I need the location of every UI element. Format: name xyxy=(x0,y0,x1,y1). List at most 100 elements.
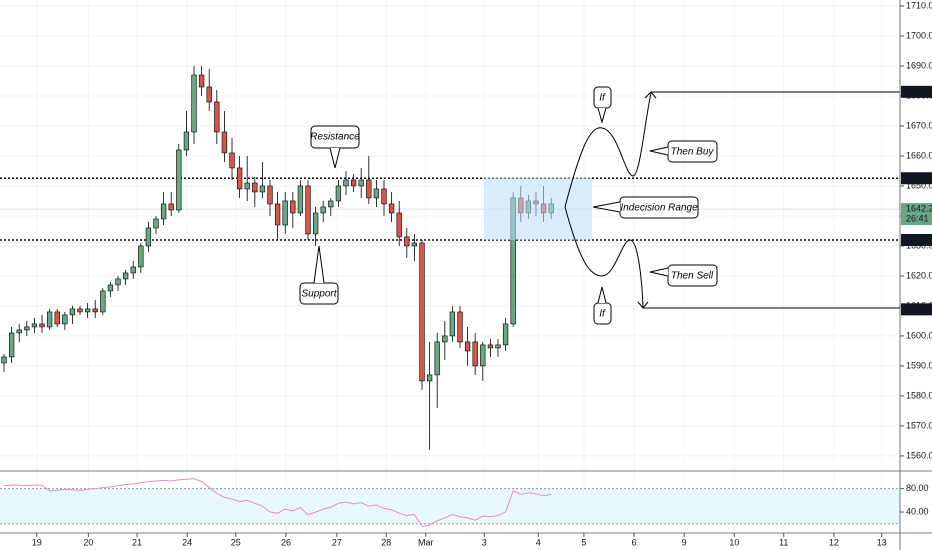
candle-body xyxy=(69,308,76,316)
candle-body xyxy=(236,167,243,190)
x-tick-label: 3 xyxy=(482,537,487,547)
candle-body xyxy=(160,203,167,220)
last-price-label: 1642.29 xyxy=(906,203,932,213)
y-tick-label: 1600.00 xyxy=(906,330,932,340)
candle-body xyxy=(381,188,387,205)
x-tick-label: 27 xyxy=(332,537,342,547)
candle-body xyxy=(24,326,30,331)
candle-body xyxy=(168,203,174,211)
indecision-range-box xyxy=(484,177,592,240)
candle-body xyxy=(107,284,114,292)
candle-body xyxy=(404,236,410,247)
x-tick-label: Mar xyxy=(418,537,434,547)
annotation: Resistance xyxy=(310,132,360,143)
candle-body xyxy=(396,212,402,238)
candle-body xyxy=(153,218,159,229)
candle-body xyxy=(115,278,121,286)
y-tick-label: 1650.00 xyxy=(906,180,932,190)
candle-body xyxy=(457,311,463,343)
candle-body xyxy=(343,179,349,187)
rsi-tick-label: 80.00 xyxy=(906,483,929,493)
annotation: Indecision Range xyxy=(620,203,698,214)
y-tick-label: 1710.00 xyxy=(906,0,932,10)
candle-body xyxy=(274,203,281,226)
candle-body xyxy=(84,308,91,313)
candle-body xyxy=(290,200,296,214)
candle-body xyxy=(1,356,7,364)
candle-body xyxy=(39,323,45,328)
candle-body xyxy=(419,242,425,382)
x-tick-label: 25 xyxy=(231,537,241,547)
candle-body xyxy=(138,245,144,268)
candle-body xyxy=(495,344,501,349)
candle-body xyxy=(267,185,273,205)
candle-body xyxy=(411,242,418,247)
x-tick-label: 28 xyxy=(381,537,391,547)
countdown-label: 26:41 xyxy=(906,213,929,223)
level-label: 1608.86 xyxy=(906,304,932,314)
candle-body xyxy=(8,332,15,358)
x-tick-label: 4 xyxy=(536,537,541,547)
rsi-tick-label: 40.00 xyxy=(906,506,929,516)
candle-body xyxy=(252,182,258,193)
candle-body xyxy=(145,227,152,247)
candle-body xyxy=(46,311,53,328)
candle-body xyxy=(426,374,433,382)
candle-body xyxy=(328,200,334,208)
x-tick-label: 11 xyxy=(779,537,788,547)
candle-body xyxy=(77,308,83,313)
candle-body xyxy=(312,212,319,235)
candle-body xyxy=(122,272,129,280)
x-tick-label: 12 xyxy=(829,537,839,547)
candle-body xyxy=(366,179,372,199)
annotation: Then Buy xyxy=(671,147,715,158)
candle-body xyxy=(464,341,471,352)
x-tick-label: 20 xyxy=(83,537,93,547)
y-tick-label: 1670.00 xyxy=(906,120,932,130)
buy-path xyxy=(564,92,652,208)
level-label: 1652.57 xyxy=(906,173,932,183)
candle-body xyxy=(100,290,106,313)
candle-body xyxy=(54,311,60,325)
marks xyxy=(0,0,900,533)
y-tick-label: 1620.00 xyxy=(906,270,932,280)
candle-body xyxy=(198,74,205,88)
callout: If xyxy=(593,286,612,325)
candle-body xyxy=(335,185,342,202)
x-tick-label: 24 xyxy=(182,537,192,547)
candle-body xyxy=(502,323,509,346)
y-tick-label: 1700.00 xyxy=(906,30,932,40)
candle-body xyxy=(16,329,22,334)
candle-body xyxy=(434,341,440,376)
callout: If xyxy=(593,86,612,124)
candle-body xyxy=(183,131,190,151)
candle-body xyxy=(305,185,311,235)
x-tick-label: 26 xyxy=(281,537,291,547)
candle-body xyxy=(259,185,266,193)
x-tick-label: 10 xyxy=(729,537,739,547)
annotation: If xyxy=(599,93,606,104)
x-tick-label: 13 xyxy=(877,537,887,547)
last-price-bg xyxy=(901,203,932,226)
y-tick-label: 1590.00 xyxy=(906,360,932,370)
callout: Support xyxy=(299,245,339,305)
candle-body xyxy=(442,335,448,343)
callout: Indecision Range xyxy=(592,196,699,219)
level-label: 1631.98 xyxy=(906,234,932,244)
candle-body xyxy=(92,308,98,313)
rsi-line xyxy=(3,478,552,528)
candle-body xyxy=(229,152,235,169)
callout: Then Sell xyxy=(649,264,718,287)
candle-body xyxy=(130,266,136,274)
sell-path xyxy=(564,206,644,308)
candle-body xyxy=(214,101,220,133)
y-tick-label: 1560.00 xyxy=(906,450,932,460)
candle-body xyxy=(206,86,212,103)
y-tick-label: 1690.00 xyxy=(906,60,932,70)
level-label: 1681.38 xyxy=(906,86,932,96)
candle-body xyxy=(358,179,364,187)
callout: Resistance xyxy=(310,125,360,169)
annotation: Support xyxy=(301,289,337,300)
candle-body xyxy=(31,323,38,328)
